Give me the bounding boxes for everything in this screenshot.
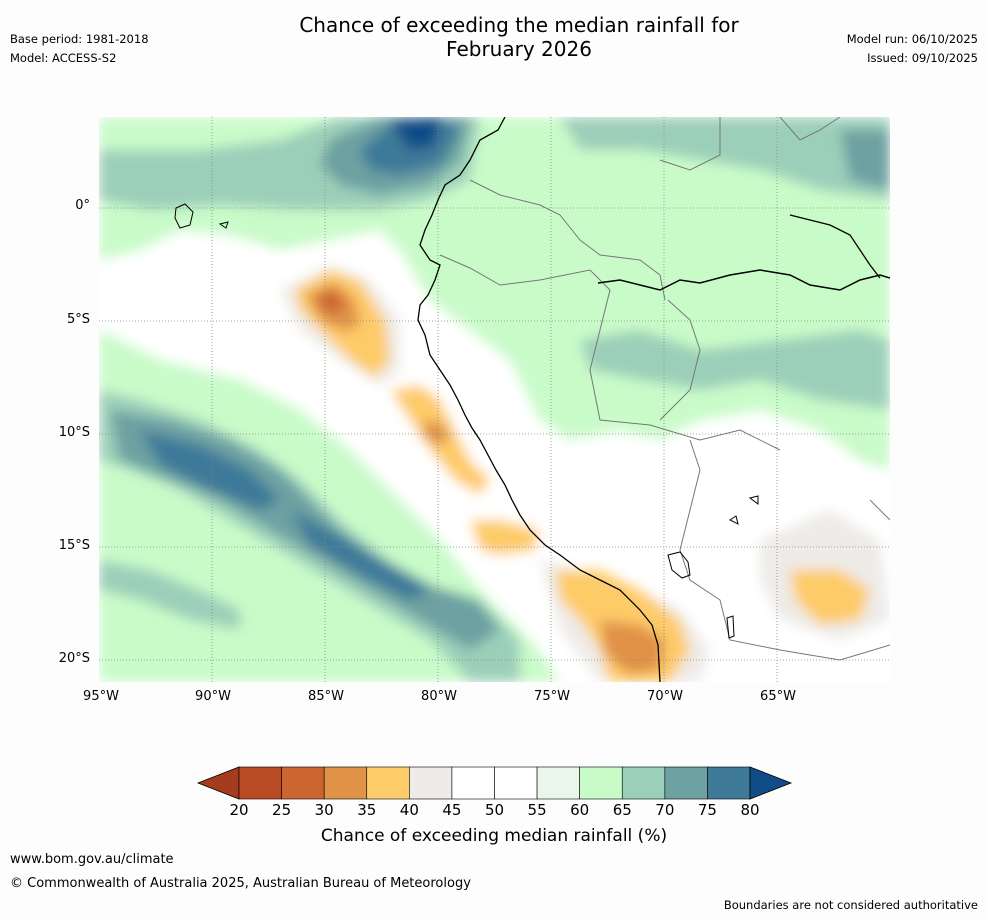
- zone-teal-northeast: [840, 130, 890, 190]
- colorbar-tick-20: 20: [229, 801, 249, 819]
- colorbar-arrow-high: [749, 766, 793, 800]
- rio-negro: [789, 214, 881, 279]
- border-peru-brazil: [439, 254, 781, 451]
- lat-label-20s: 20°S: [58, 651, 90, 666]
- lake-poopo: [726, 615, 735, 639]
- lake-small-2: [748, 495, 759, 505]
- lon-label-65w: 65°W: [760, 689, 796, 704]
- colorbar-box-75-80: [707, 766, 751, 800]
- amazon-river: [597, 269, 890, 291]
- lat-label-10s: 10°S: [58, 425, 90, 440]
- zone-green-east: [580, 330, 890, 410]
- country-borders: [439, 117, 890, 661]
- zone-green-northeast: [560, 117, 890, 200]
- lake-titicaca: [667, 551, 691, 579]
- lon-label-85w: 85°W: [308, 689, 344, 704]
- colorbar-box-50-55: [494, 766, 538, 800]
- colorbar-tick-80: 80: [740, 801, 760, 819]
- colorbar-tick-55: 55: [527, 801, 547, 819]
- issued-date: Issued: 09/10/2025: [867, 51, 978, 65]
- base-period: Base period: 1981-2018: [10, 32, 149, 46]
- zone-orange-central: [422, 420, 450, 445]
- border-colombia: [469, 179, 666, 301]
- colorbar-box-70-75: [664, 766, 708, 800]
- lon-label-80w: 80°W: [421, 689, 457, 704]
- colorbar-box-45-50: [451, 766, 495, 800]
- website-link[interactable]: www.bom.gov.au/climate: [10, 852, 174, 867]
- coastline: [417, 117, 661, 682]
- colorbar-title: Chance of exceeding median rainfall (%): [320, 826, 668, 846]
- map-area: [99, 117, 890, 682]
- disclaimer: Boundaries are not considered authoritat…: [723, 898, 978, 912]
- lon-label-95w: 95°W: [83, 689, 119, 704]
- copyright: © Commonwealth of Australia 2025, Austra…: [10, 876, 471, 891]
- meta-left: Base period: 1981-2018 Model: ACCESS-S2: [10, 30, 149, 68]
- meta-right: Model run: 06/10/2025 Issued: 09/10/2025: [847, 30, 978, 68]
- lon-label-90w: 90°W: [195, 689, 231, 704]
- colorbar-box-55-60: [536, 766, 580, 800]
- colorbar-box-25-30: [281, 766, 325, 800]
- lat-label-5s: 5°S: [66, 312, 90, 327]
- colorbar-box-30-35: [323, 766, 368, 800]
- galapagos-islands: [174, 203, 194, 229]
- colorbar-tick-65: 65: [612, 801, 632, 819]
- colorbar-tick-45: 45: [442, 801, 462, 819]
- zone-blue-southwest: [140, 430, 280, 510]
- border-venezuela: [659, 117, 721, 171]
- colorbar-boxes: [238, 766, 751, 800]
- island-small: [218, 221, 229, 229]
- zone-orange-south: [600, 620, 665, 675]
- colorbar-tick-35: 35: [357, 801, 377, 819]
- colorbar-box-35-40: [366, 766, 410, 800]
- zone-yellow-coast: [470, 520, 540, 555]
- border-bolivia: [679, 439, 890, 661]
- lon-label-70w: 70°W: [647, 689, 683, 704]
- map-title: Chance of exceeding the median rainfall …: [0, 13, 988, 61]
- lat-label-15s: 15°S: [58, 538, 90, 553]
- zone-green-south: [99, 560, 240, 630]
- border-brazil-west: [659, 299, 701, 421]
- zone-dark-blue-north: [390, 117, 440, 150]
- colorbar-tick-50: 50: [484, 801, 505, 819]
- lon-label-75w: 75°W: [534, 689, 570, 704]
- probability-shading: [99, 117, 890, 682]
- model-run: Model run: 06/10/2025: [846, 32, 978, 46]
- title-line-1: Chance of exceeding the median rainfall …: [299, 13, 739, 37]
- colorbar-tick-60: 60: [570, 801, 590, 819]
- colorbar-arrow-low: [196, 766, 240, 800]
- colorbar-box-65-70: [621, 766, 666, 800]
- model-name: Model: ACCESS-S2: [10, 51, 117, 65]
- lake-small-1: [729, 515, 739, 525]
- border-paraguay: [869, 499, 890, 521]
- colorbar-box-60-65: [579, 766, 623, 800]
- colorbar-tick-30: 30: [314, 801, 334, 819]
- graticule: [99, 117, 890, 682]
- colorbar-tick-40: 40: [399, 801, 419, 819]
- zone-dark-orange-north: [318, 290, 345, 315]
- colorbar-tick-75: 75: [697, 801, 717, 819]
- colorbar-tick-25: 25: [272, 801, 292, 819]
- zone-yellow-east: [790, 570, 870, 625]
- colorbar-box-40-45: [409, 766, 453, 800]
- colorbar-box-20-25: [238, 766, 282, 800]
- border-guyana: [779, 117, 841, 141]
- colorbar-tick-70: 70: [655, 801, 675, 819]
- zone-blue-south: [290, 510, 430, 600]
- title-line-2: February 2026: [446, 37, 592, 61]
- lat-label-0: 0°: [75, 198, 90, 213]
- colorbar: [196, 766, 793, 800]
